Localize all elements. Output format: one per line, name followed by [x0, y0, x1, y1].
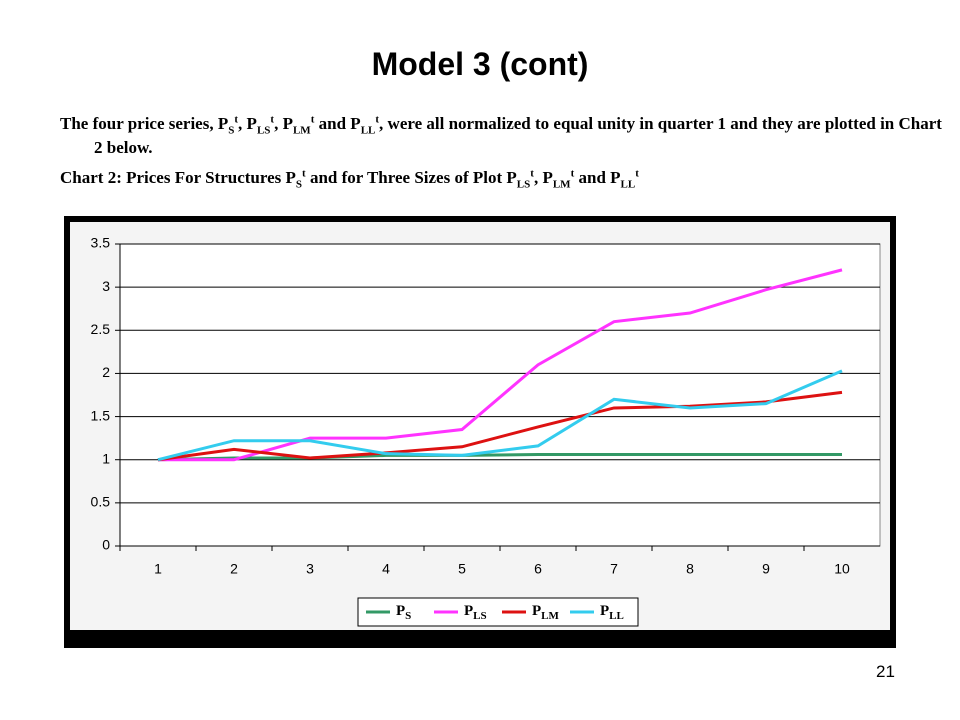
- legend-label: PLL: [600, 603, 624, 621]
- text-run: and: [314, 114, 351, 133]
- legend-subscript: LL: [609, 610, 624, 622]
- text-run: ,: [274, 114, 283, 133]
- y-tick-label: 0.5: [91, 494, 111, 510]
- y-tick-label: 0: [102, 537, 110, 553]
- y-tick-label: 3: [102, 278, 110, 294]
- x-tick-label: 4: [382, 561, 390, 577]
- superscript: t: [635, 167, 639, 180]
- text-run: Chart 2: Prices For Structures: [60, 168, 286, 187]
- text-run: ,: [533, 168, 543, 187]
- y-tick-label: 1.5: [91, 407, 111, 423]
- y-tick-label: 3.5: [91, 235, 111, 251]
- text-run: P: [217, 114, 229, 133]
- x-tick-label: 7: [610, 561, 618, 577]
- text-run: P: [246, 114, 257, 133]
- series-line: [158, 268, 843, 462]
- x-tick-label: 3: [306, 561, 314, 577]
- legend-name: P: [396, 603, 405, 619]
- legend-label: PLS: [464, 603, 487, 621]
- y-tick-label: 2.5: [91, 321, 111, 337]
- superscript: t: [310, 113, 315, 126]
- subscript: S: [228, 124, 235, 137]
- legend-subscript: LS: [473, 610, 486, 622]
- superscript: t: [530, 167, 534, 180]
- superscript: t: [234, 113, 239, 126]
- text-run: P: [350, 114, 361, 133]
- text-run: and for Three Sizes of Plot: [305, 168, 507, 187]
- x-tick-label: 2: [230, 561, 238, 577]
- intro-text: The four price series, PSt, PLSt, PLMt a…: [60, 112, 944, 160]
- text-run: , were all normalized to equal unity in …: [94, 114, 942, 157]
- subscript: LL: [360, 124, 376, 137]
- legend-label: PLM: [532, 603, 560, 621]
- subscript: LM: [552, 178, 571, 191]
- chart-caption: Chart 2: Prices For Structures PSt and f…: [60, 166, 910, 190]
- legend-name: P: [532, 603, 541, 619]
- x-tick-label: 5: [458, 561, 466, 577]
- x-tick-label: 9: [762, 561, 770, 577]
- series-line: [157, 390, 843, 462]
- x-tick-label: 1: [154, 561, 162, 577]
- legend-subscript: LM: [541, 610, 559, 622]
- series-line: [157, 453, 842, 462]
- subscript: LL: [620, 178, 636, 191]
- x-tick-label: 6: [534, 561, 542, 577]
- x-tick-label: 10: [834, 561, 850, 577]
- text-run: P: [282, 114, 293, 133]
- subscript: LS: [256, 124, 271, 137]
- text-run: ,: [238, 114, 247, 133]
- legend-name: P: [600, 603, 609, 619]
- text-run: The four price series,: [60, 114, 218, 133]
- slide-title: Model 3 (cont): [371, 46, 589, 82]
- subscript: LM: [292, 124, 311, 137]
- y-tick-label: 2: [102, 364, 110, 380]
- x-tick-label: 8: [686, 561, 694, 577]
- text-run: P: [285, 168, 296, 187]
- legend-subscript: S: [405, 610, 411, 622]
- page-number: 21: [876, 662, 895, 681]
- text-run: and: [574, 168, 611, 187]
- superscript: t: [375, 113, 380, 126]
- subscript: S: [295, 178, 303, 191]
- superscript: t: [570, 167, 575, 180]
- y-tick-label: 1: [102, 450, 110, 466]
- text-run: P: [542, 168, 553, 187]
- legend-name: P: [464, 603, 473, 619]
- series-line: [157, 369, 843, 462]
- superscript: t: [302, 167, 306, 180]
- text-run: P: [506, 168, 517, 187]
- subscript: LS: [516, 178, 531, 191]
- text-run: P: [610, 168, 621, 187]
- superscript: t: [270, 113, 275, 126]
- legend-label: PS: [396, 603, 411, 621]
